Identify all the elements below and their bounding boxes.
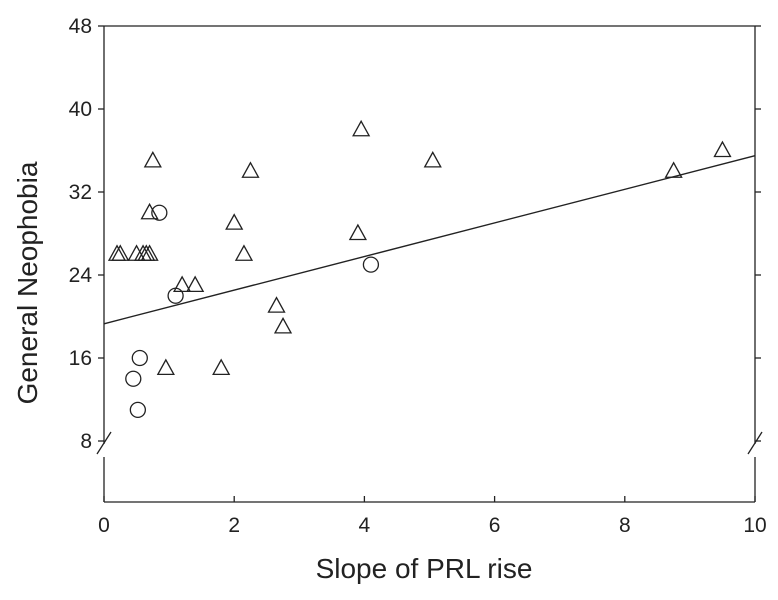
axis-break-mark-right (747, 431, 763, 455)
axis-break-mark-left (96, 431, 112, 455)
x-axis-title: Slope of PRL rise (316, 553, 533, 584)
triangle-point (423, 151, 442, 168)
triangle-point (241, 161, 260, 178)
y-tick-label: 24 (69, 264, 93, 287)
y-tick-label: 8 (80, 430, 92, 453)
regression-line (103, 155, 756, 325)
triangle-point (186, 275, 205, 293)
triangle-point (664, 161, 683, 178)
triangle-point (273, 317, 293, 334)
y-tick-label: 32 (69, 181, 92, 204)
triangle-point (212, 358, 231, 376)
circle-point (167, 287, 184, 304)
x-tick-label: 2 (228, 514, 240, 537)
triangle-point (234, 244, 254, 261)
regression-line-group (103, 155, 756, 325)
triangle-point (352, 119, 371, 137)
triangle-point (107, 244, 127, 261)
y-tick-label: 48 (69, 15, 92, 38)
triangle-point (140, 244, 159, 261)
x-tick-label: 0 (98, 514, 110, 537)
y-tick-label: 16 (69, 347, 92, 370)
x-tick-label: 4 (359, 514, 371, 537)
circle-point (362, 256, 380, 273)
triangle-point (348, 223, 367, 241)
data-points (107, 119, 732, 419)
triangle-point (267, 296, 286, 313)
x-tick-label: 10 (743, 514, 766, 537)
triangle-point (156, 358, 175, 376)
y-axis-title: General Neophobia (12, 161, 43, 404)
y-axis-ticks: 8 16 24 32 40 48 (69, 15, 761, 453)
triangle-point (713, 140, 732, 158)
circle-point (129, 401, 147, 419)
x-tick-label: 8 (619, 514, 631, 537)
triangle-point (143, 151, 162, 168)
triangle-point (111, 244, 130, 261)
triangle-point (140, 202, 159, 220)
plot-frame (96, 25, 763, 503)
x-axis-ticks: 0 2 4 6 8 10 (98, 496, 767, 537)
circle-point (125, 370, 142, 387)
x-tick-label: 6 (489, 514, 501, 537)
circle-point (131, 349, 148, 367)
circle-point (151, 204, 168, 221)
triangle-point (225, 213, 244, 230)
y-tick-label: 40 (69, 98, 92, 121)
